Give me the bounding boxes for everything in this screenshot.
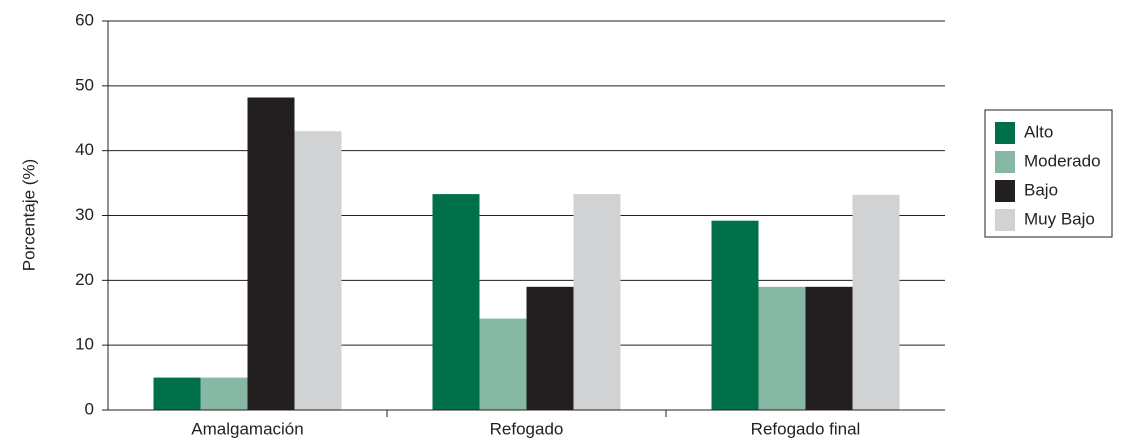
legend-label: Bajo [1024,180,1058,199]
bar [805,286,853,410]
bar [852,194,900,410]
bar [200,377,248,410]
x-tick-label: Amalgamación [191,419,303,438]
y-tick-label: 30 [75,205,94,224]
bar [153,377,201,410]
y-axis-label: Porcentaje (%) [19,159,38,271]
bar [432,194,480,410]
bar [758,286,806,410]
bar [573,194,621,410]
legend-swatch [995,209,1015,231]
y-tick-label: 0 [85,399,94,418]
bar [711,220,759,410]
legend-swatch [995,151,1015,173]
y-tick-label: 40 [75,140,94,159]
bar [479,318,527,410]
y-tick-label: 20 [75,270,94,289]
bar [247,97,295,411]
bar [526,286,574,410]
y-tick-label: 10 [75,335,94,354]
legend-label: Alto [1024,122,1053,141]
legend-swatch [995,180,1015,202]
x-tick-label: Refogado [490,419,564,438]
y-tick-label: 60 [75,10,94,29]
bar [294,131,342,410]
y-tick-label: 50 [75,75,94,94]
legend-box [984,109,1113,238]
legend-label: Muy Bajo [1024,209,1095,228]
legend-swatch [995,122,1015,144]
legend-label: Moderado [1024,151,1101,170]
x-tick-label: Refogado final [751,419,861,438]
